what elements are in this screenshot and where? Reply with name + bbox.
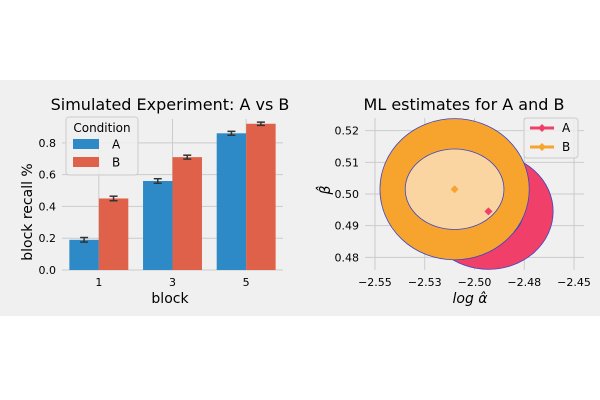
- bar-a-block-1: [69, 239, 99, 270]
- bar-chart-legend: Condition A B: [65, 116, 139, 176]
- bar-chart-y-tick-label: 0.4: [39, 200, 57, 213]
- bar-chart-y-tick-label: 0.8: [39, 137, 57, 150]
- ml-chart-y-label: β̂: [315, 185, 334, 195]
- ml-chart-x-ticks: −2.55 −2.53 −2.50 −2.48 −2.45: [358, 276, 591, 289]
- bar-chart-legend-swatch-a: [73, 139, 99, 149]
- bar-chart-legend-swatch-b: [73, 157, 99, 167]
- bar-chart-x-tick-label: 3: [169, 276, 176, 289]
- ml-chart-x-tick-label: −2.45: [557, 276, 591, 289]
- ml-chart-legend: A B: [523, 117, 579, 159]
- ml-chart-x-tick-label: −2.53: [408, 276, 442, 289]
- ml-chart-x-tick-label: −2.50: [458, 276, 492, 289]
- ml-chart-y-tick-label: 0.48: [335, 251, 360, 264]
- ml-chart-y-tick-label: 0.50: [335, 188, 360, 201]
- ml-chart-x-tick-label: −2.55: [358, 276, 392, 289]
- bar-chart-y-tick-label: 0.2: [39, 232, 57, 245]
- ml-chart-estimate-points: [450, 185, 493, 216]
- bar-chart-y-label: block recall %: [20, 163, 36, 260]
- estimate-point-b: [450, 185, 459, 194]
- bar-chart-legend-label-b: B: [112, 156, 120, 170]
- bar-chart-y-tick-label: 0.6: [39, 169, 57, 182]
- ml-estimates-panel: 0.48 0.49 0.50 0.51 0.52 −2.55 −2.53 −2.50 −2.4…: [315, 95, 590, 307]
- bar-chart-x-tick-label: 1: [95, 276, 102, 289]
- ml-chart-x-label: log α̂: [452, 291, 488, 307]
- ml-chart-x-tick-label: −2.48: [507, 276, 541, 289]
- bar-chart-y-ticks: 0.0 0.2 0.4 0.6 0.8: [39, 137, 57, 277]
- ml-chart-legend-marker-b: [538, 143, 546, 151]
- bar-chart-x-tick-label: 5: [243, 276, 250, 289]
- ml-chart-y-ticks: 0.48 0.49 0.50 0.51 0.52: [335, 125, 360, 265]
- bar-chart-panel: 0.0 0.2 0.4 0.6 0.8 1 3 5 Simulated Experiment…: [20, 95, 289, 307]
- ml-chart-y-tick-label: 0.52: [335, 125, 360, 138]
- ml-chart-title: ML estimates for A and B: [364, 95, 565, 114]
- bar-chart-legend-title: Condition: [73, 121, 130, 135]
- bar-chart-y-tick-label: 0.0: [39, 264, 57, 277]
- ml-chart-y-tick-label: 0.49: [335, 220, 360, 233]
- ml-chart-legend-label-a: A: [562, 121, 571, 135]
- bar-b-block-1: [98, 198, 129, 270]
- figure: 0.0 0.2 0.4 0.6 0.8 1 3 5 Simulated Experiment…: [0, 80, 600, 316]
- bar-chart-x-ticks: 1 3 5: [95, 276, 249, 289]
- ml-chart-legend-marker-a: [538, 124, 546, 132]
- bar-chart-title: Simulated Experiment: A vs B: [51, 95, 290, 114]
- bar-a-block-3: [143, 180, 173, 270]
- bar-b-block-3: [172, 157, 202, 270]
- bar-chart-error-bars: [80, 121, 265, 243]
- ml-chart-y-tick-label: 0.51: [335, 156, 360, 169]
- ml-chart-legend-label-b: B: [562, 140, 570, 154]
- bar-chart-bars: [69, 123, 276, 270]
- bar-b-block-5: [246, 123, 276, 270]
- bar-a-block-5: [216, 133, 247, 270]
- bar-chart-legend-label-a: A: [112, 138, 121, 152]
- estimate-point-a: [484, 207, 493, 216]
- bar-chart-x-label: block: [151, 291, 189, 307]
